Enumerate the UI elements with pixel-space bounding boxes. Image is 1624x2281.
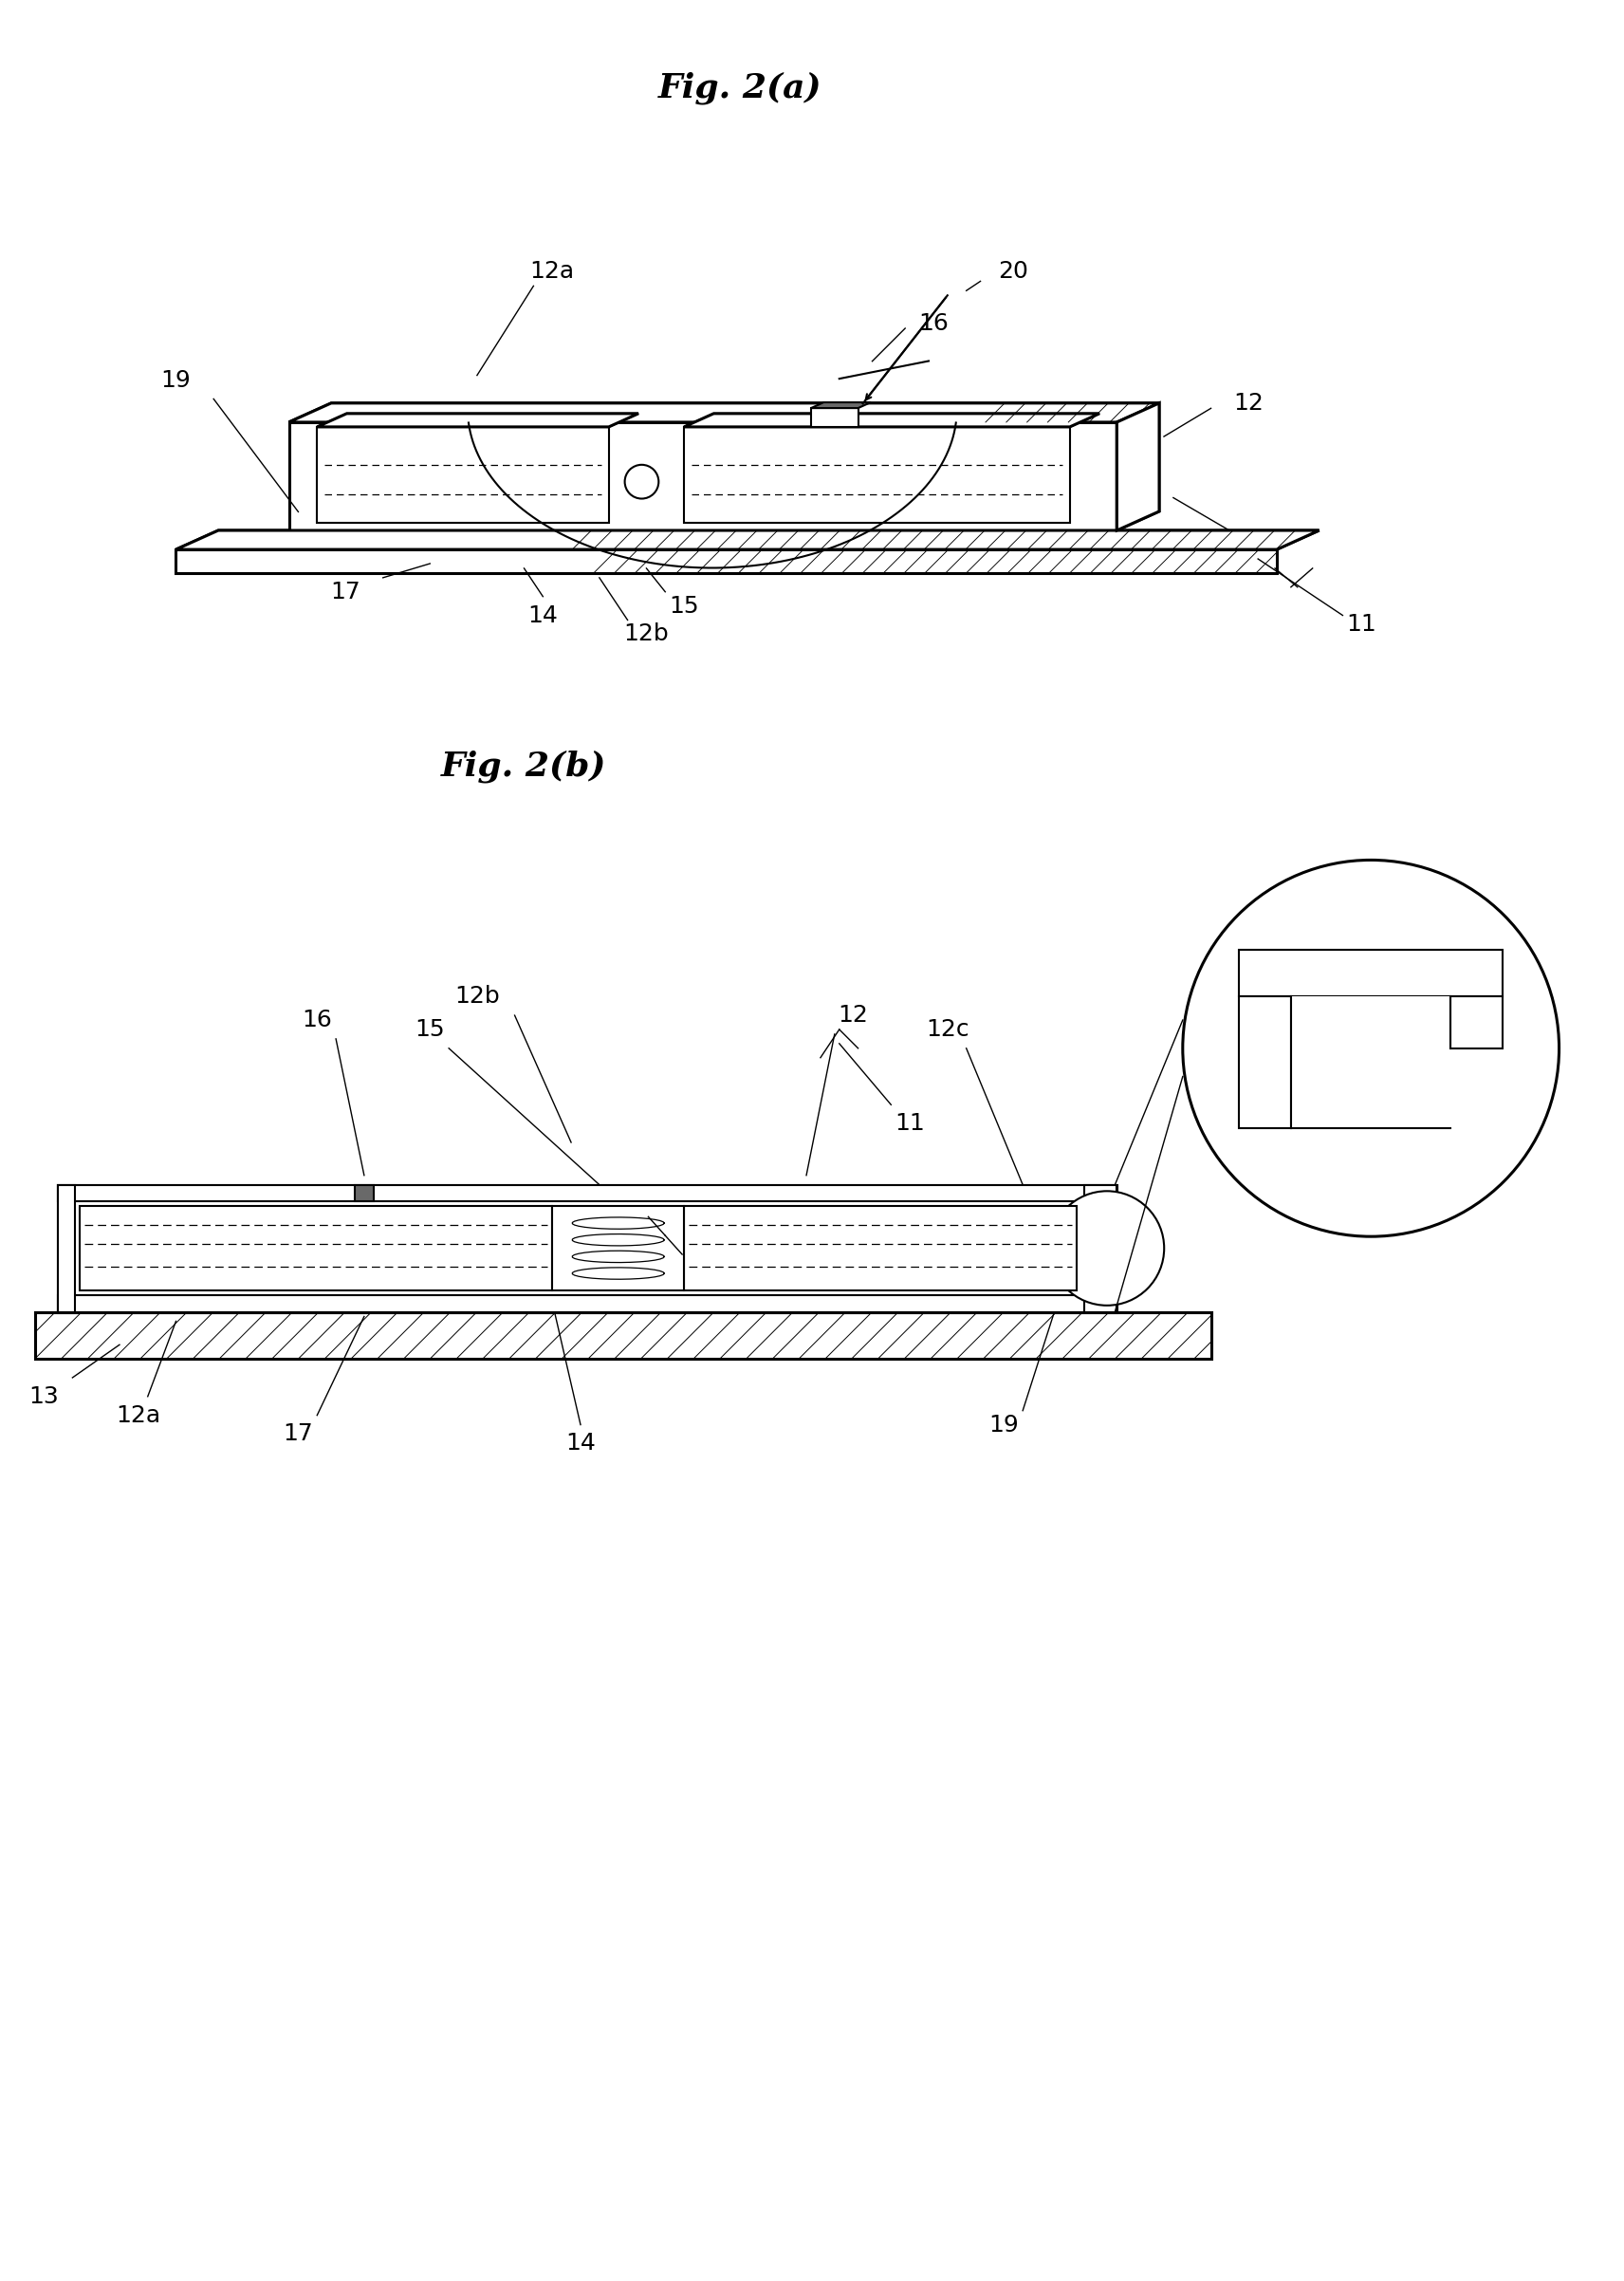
Text: 11: 11 [1346, 614, 1377, 636]
Polygon shape [289, 422, 1117, 531]
Text: 19: 19 [989, 1414, 1018, 1437]
Polygon shape [1117, 404, 1160, 531]
Text: Fig. 2(a): Fig. 2(a) [659, 73, 822, 105]
Text: 14: 14 [528, 604, 559, 627]
Polygon shape [175, 531, 1319, 550]
Bar [1083, 1184, 1117, 1312]
Text: 12c: 12c [1189, 529, 1233, 552]
Text: 12b: 12b [455, 985, 500, 1008]
Bar [58, 1184, 1117, 1202]
Bar [354, 1184, 374, 1202]
Polygon shape [684, 427, 1070, 522]
Bar [58, 1184, 1117, 1312]
Polygon shape [317, 413, 638, 427]
Bar [1239, 997, 1291, 1129]
Text: 12b: 12b [624, 623, 669, 646]
Text: 17: 17 [330, 579, 361, 602]
Text: 12: 12 [1299, 887, 1330, 910]
Text: 14: 14 [565, 1432, 596, 1455]
Bar [1239, 949, 1502, 997]
Text: 16: 16 [918, 312, 948, 335]
Bar [34, 1312, 1212, 1359]
Text: 17: 17 [283, 1423, 313, 1446]
Text: 18: 18 [1440, 887, 1471, 910]
Circle shape [1049, 1191, 1164, 1305]
Polygon shape [289, 404, 1160, 422]
Polygon shape [810, 401, 870, 408]
Polygon shape [317, 427, 609, 522]
Text: 15: 15 [416, 1017, 445, 1040]
Bar [58, 1184, 75, 1312]
Bar [810, 408, 857, 427]
Text: 13: 13 [29, 1385, 60, 1407]
Text: 15: 15 [669, 595, 698, 618]
Polygon shape [684, 413, 1099, 427]
Bar [552, 1207, 684, 1291]
Polygon shape [175, 531, 1319, 550]
Bar [80, 1207, 552, 1291]
Bar [684, 1207, 1077, 1291]
Polygon shape [175, 550, 1276, 573]
Text: 12a: 12a [529, 260, 575, 283]
Text: 19: 19 [161, 370, 192, 392]
Circle shape [1182, 860, 1559, 1236]
Bar [1450, 997, 1502, 1049]
Text: 12: 12 [838, 1004, 869, 1026]
Polygon shape [684, 413, 1099, 427]
Text: Fig. 2(b): Fig. 2(b) [442, 750, 607, 782]
Text: 12c: 12c [926, 1017, 970, 1040]
Text: 12: 12 [1234, 392, 1263, 415]
Polygon shape [317, 413, 638, 427]
Bar [1291, 997, 1450, 1129]
Text: 16: 16 [302, 1008, 333, 1031]
Bar [58, 1296, 1117, 1312]
Polygon shape [289, 404, 1160, 422]
Text: 20: 20 [999, 260, 1028, 283]
Text: 11: 11 [895, 1113, 926, 1136]
Polygon shape [1117, 404, 1160, 531]
Text: 12a: 12a [115, 1403, 161, 1426]
